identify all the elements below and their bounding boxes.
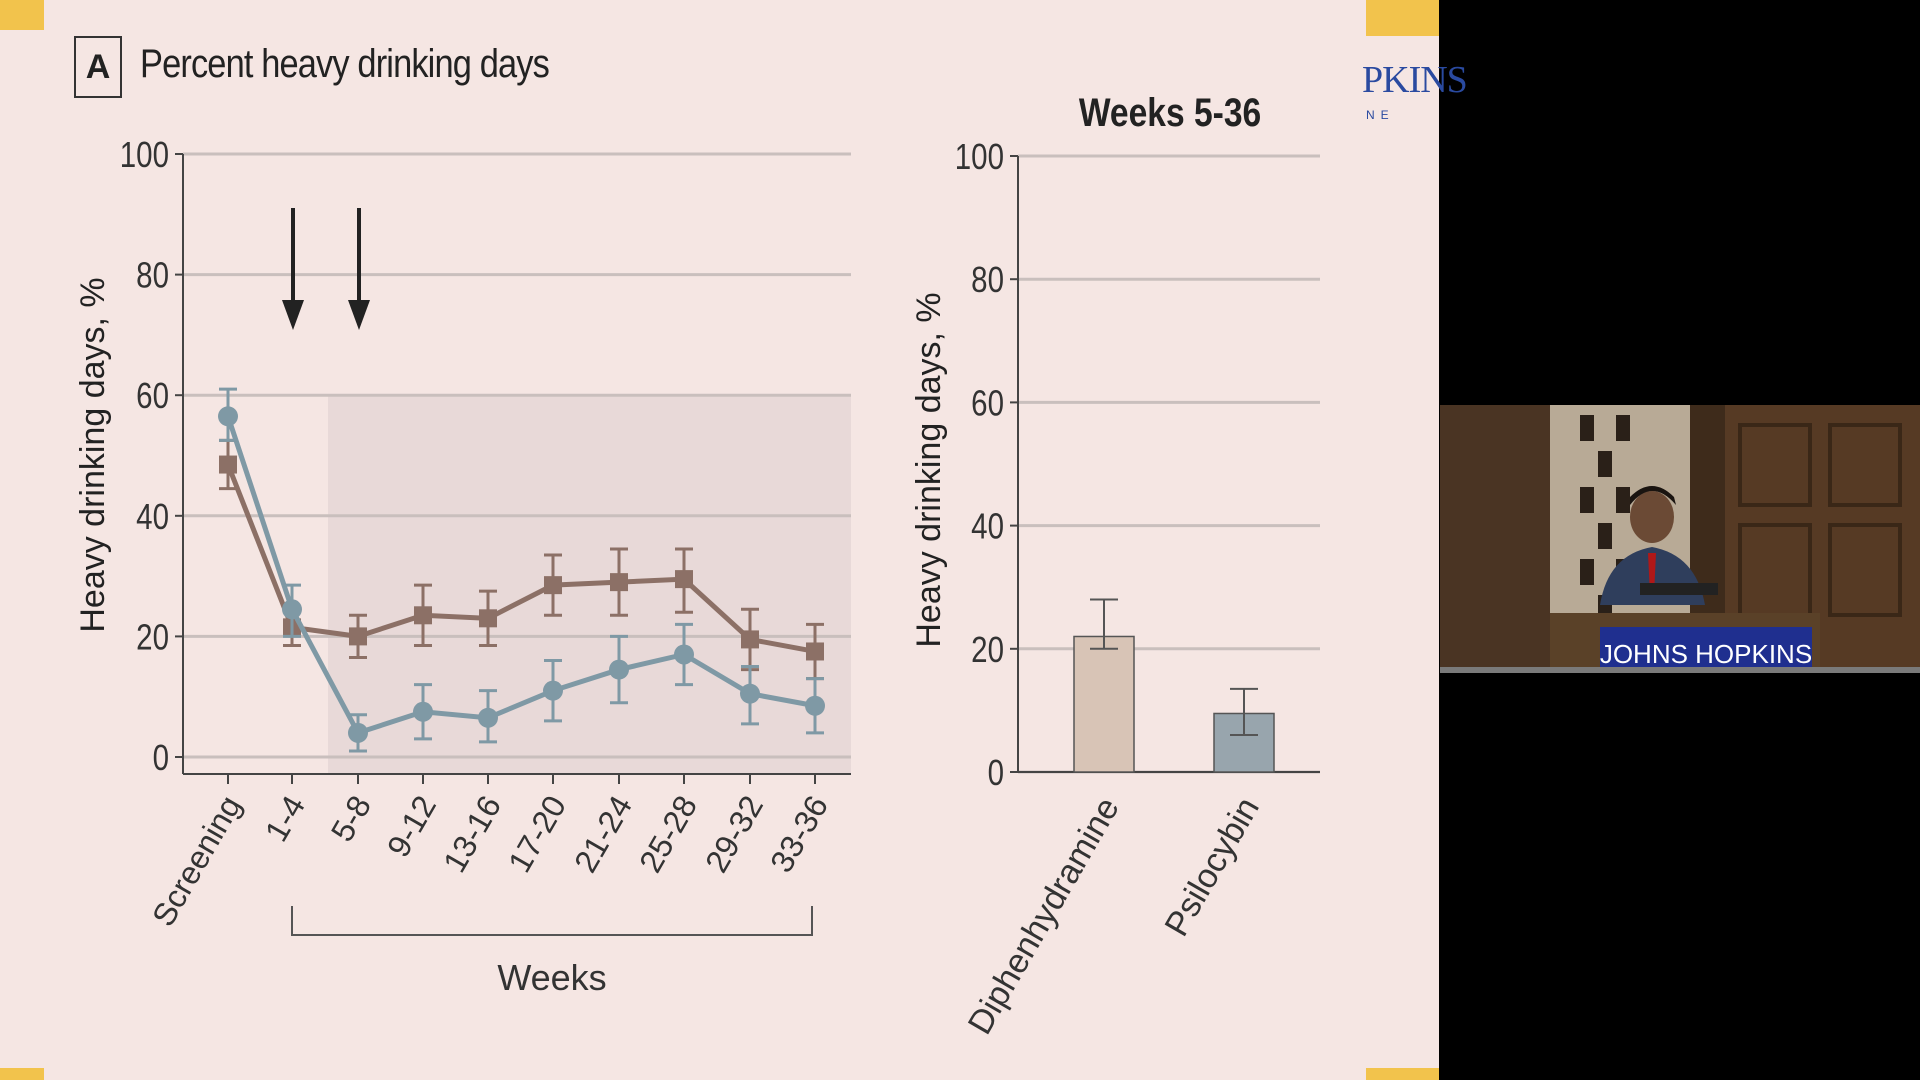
data-point xyxy=(544,576,562,595)
data-point xyxy=(282,599,302,620)
data-point xyxy=(348,722,368,743)
data-point xyxy=(349,627,367,646)
y-tick-label: 0 xyxy=(153,737,169,777)
data-point xyxy=(805,695,825,716)
y-tick-label: 80 xyxy=(136,255,169,295)
x-axis-label: Weeks xyxy=(497,957,606,998)
bar xyxy=(1073,635,1135,773)
bar-chart-title: Weeks 5-36 xyxy=(1079,90,1261,134)
y-tick-label: 40 xyxy=(136,496,169,536)
logo-fragment: PKINS xyxy=(1362,59,1468,101)
data-point xyxy=(806,642,824,661)
y-tick-label: 80 xyxy=(971,259,1004,299)
y-tick-label: 0 xyxy=(988,752,1004,792)
data-point xyxy=(740,683,760,704)
y-tick-label: 60 xyxy=(971,383,1004,423)
speaker-video-inset: JOHNS HOPKINS xyxy=(1440,405,1920,673)
data-point xyxy=(543,680,563,701)
x-tick-label: Psilocybin xyxy=(1157,791,1266,943)
panel-letter: A xyxy=(74,36,122,98)
series-line xyxy=(225,415,816,736)
data-point xyxy=(674,644,694,665)
slide-corner-accent xyxy=(0,1068,44,1080)
series-line xyxy=(225,463,816,654)
slide-corner-accent xyxy=(1366,0,1439,36)
data-point xyxy=(609,659,629,680)
y-tick-label: 40 xyxy=(971,506,1004,546)
podium-label: JOHNS HOPKINS xyxy=(1600,639,1812,669)
presentation-slide: A Percent heavy drinking days PKINS NE 0… xyxy=(0,0,1468,1080)
data-point xyxy=(675,570,693,589)
slide-corner-accent xyxy=(0,0,44,30)
data-point xyxy=(413,701,433,722)
y-axis-label: Heavy drinking days, % xyxy=(910,292,948,647)
weeks-bracket xyxy=(291,906,813,936)
y-tick-label: 60 xyxy=(136,375,169,415)
y-axis-label: Heavy drinking days, % xyxy=(74,277,112,632)
y-tick-label: 100 xyxy=(120,134,169,174)
data-point xyxy=(414,606,432,625)
dose-arrowhead xyxy=(282,300,304,330)
data-point xyxy=(478,707,498,728)
data-point xyxy=(610,573,628,592)
slide-corner-accent xyxy=(1366,1068,1439,1080)
y-tick-label: 100 xyxy=(955,136,1004,176)
y-tick-label: 20 xyxy=(971,629,1004,669)
logo-fragment-sub: NE xyxy=(1366,108,1395,122)
data-point xyxy=(741,630,759,649)
y-tick-label: 20 xyxy=(136,617,169,657)
data-point xyxy=(218,406,238,427)
bar-chart: Weeks 5-36 0 20 40 60 80 100 Heavy drinking day… xyxy=(910,90,1320,1041)
data-point xyxy=(219,455,237,474)
panel-title: Percent heavy drinking days xyxy=(140,42,550,86)
x-tick-label: Diphenhydramine xyxy=(961,791,1127,1041)
data-point xyxy=(479,609,497,628)
dose-arrowhead xyxy=(348,300,370,330)
